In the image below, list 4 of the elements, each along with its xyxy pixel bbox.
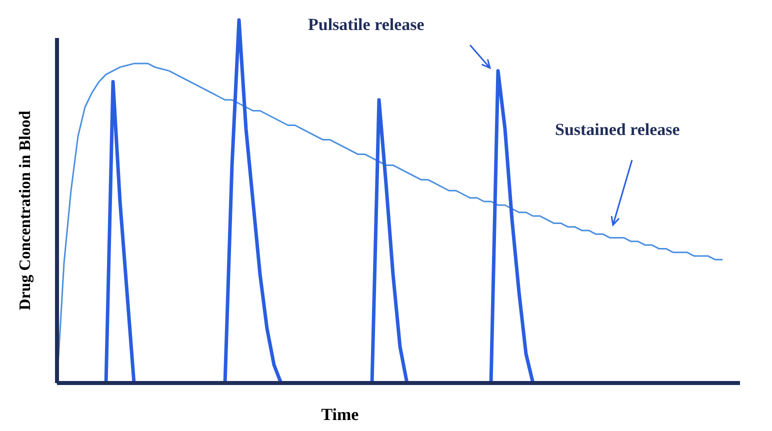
y-axis-title: Drug Concentration in Blood: [17, 110, 34, 310]
annotation: Pulsatile release: [308, 15, 425, 34]
x-axis-title: Time: [321, 405, 360, 424]
annotation: Sustained release: [555, 120, 680, 139]
